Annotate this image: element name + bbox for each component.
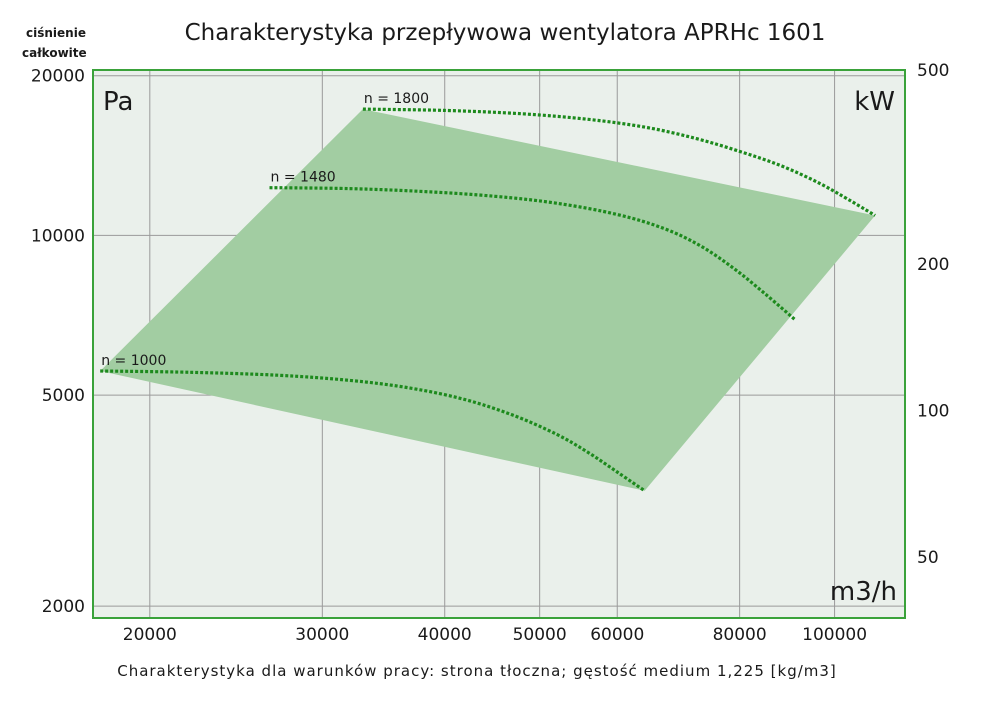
- y-axis-label-line2: całkowite: [22, 46, 87, 60]
- x-tick-label-6: 100000: [802, 625, 867, 645]
- x-tick-label-3: 50000: [513, 625, 567, 645]
- x-tick-label-1: 30000: [295, 625, 349, 645]
- y-unit-label: Pa: [103, 87, 133, 117]
- y-axis-label-line1: ciśnienie: [26, 26, 86, 40]
- y2-tick-label-3: 500: [917, 61, 949, 81]
- y2-tick-label-1: 100: [917, 401, 949, 421]
- y2-tick-label-2: 200: [917, 255, 949, 275]
- y-tick-label-0: 2000: [42, 597, 85, 617]
- speed-curves: n = 1000 n = 1480 n = 1800: [100, 91, 876, 493]
- y2-unit-label: kW: [854, 87, 895, 117]
- y2-axis-ticks: 50 100 200 500: [917, 61, 949, 568]
- footnote: Charakterystyka dla warunków pracy: stro…: [117, 662, 837, 680]
- curve-label-2: n = 1800: [364, 91, 429, 107]
- curve-n1800: [362, 107, 876, 217]
- operating-area: [100, 109, 876, 491]
- curve-n1480: [269, 186, 796, 321]
- x-tick-label-5: 80000: [713, 625, 767, 645]
- x-tick-label-2: 40000: [418, 625, 472, 645]
- curve-label-1: n = 1480: [271, 170, 336, 186]
- x-unit-label: m3/h: [830, 577, 897, 607]
- curve-label-0: n = 1000: [101, 353, 166, 369]
- x-tick-label-4: 60000: [590, 625, 644, 645]
- y-tick-label-2: 10000: [31, 226, 85, 246]
- y-tick-label-1: 5000: [42, 386, 85, 406]
- y-tick-label-3: 20000: [31, 67, 85, 87]
- curve-n1000: [100, 369, 646, 493]
- y2-tick-label-0: 50: [917, 548, 939, 568]
- y-axis-ticks: 2000 5000 10000 20000: [31, 67, 85, 617]
- x-tick-label-0: 20000: [123, 625, 177, 645]
- plot-frame: [92, 69, 906, 619]
- x-axis-ticks: 20000 30000 40000 50000 60000 80000 100000: [123, 625, 867, 645]
- chart-title: Charakterystyka przepływowa wentylatora …: [185, 20, 826, 46]
